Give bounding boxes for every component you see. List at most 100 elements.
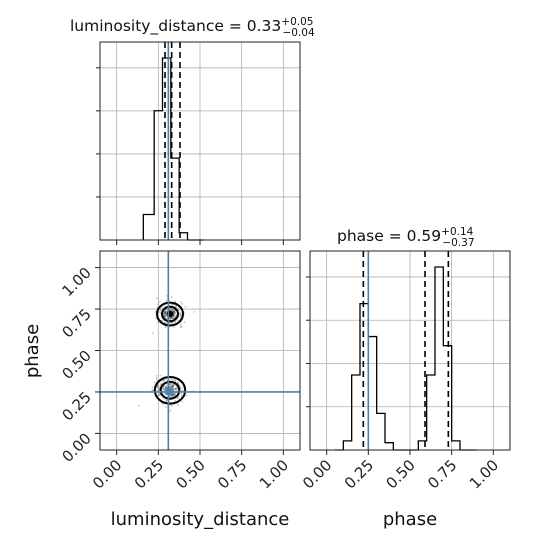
joint-sample-point bbox=[171, 309, 174, 312]
joint-sample-point bbox=[180, 325, 183, 328]
joint-sample-point bbox=[182, 389, 184, 392]
joint-sample-point bbox=[173, 393, 175, 396]
joint-contour-inner bbox=[159, 380, 181, 400]
joint-y-tick-label: 0.50 bbox=[58, 347, 94, 383]
joint-sample-point bbox=[154, 316, 157, 319]
joint-sample-point bbox=[159, 383, 162, 386]
joint-sample-point bbox=[164, 310, 167, 313]
marginal-luminosity-distance-histogram bbox=[142, 57, 205, 241]
joint-sample-point bbox=[170, 307, 172, 310]
joint-sample-point bbox=[185, 394, 188, 397]
joint-sample-point bbox=[174, 305, 177, 308]
joint-sample-point bbox=[164, 385, 167, 388]
joint-sample-point bbox=[163, 315, 166, 317]
joint-sample-point bbox=[181, 303, 183, 305]
joint-sample-point bbox=[164, 310, 167, 313]
joint-sample-point bbox=[173, 316, 176, 319]
joint-contour-outer bbox=[156, 301, 184, 327]
joint-sample-point bbox=[172, 321, 174, 324]
joint-sample-point bbox=[161, 388, 164, 391]
y-axis-label-phase: phase bbox=[22, 324, 43, 378]
joint-sample-point bbox=[174, 311, 177, 314]
joint-sample-point bbox=[169, 317, 172, 320]
joint-y-tick-label: 0.75 bbox=[58, 305, 94, 341]
joint-sample-point bbox=[173, 312, 176, 315]
joint-sample-point bbox=[181, 387, 184, 389]
joint-sample-point bbox=[169, 308, 172, 311]
joint-sample-point bbox=[172, 395, 175, 398]
joint-sample-point bbox=[163, 311, 166, 314]
joint-sample-point bbox=[180, 313, 182, 316]
joint-sample-point bbox=[177, 309, 180, 311]
joint-x-tick-label: 0.00 bbox=[89, 456, 125, 492]
joint-sample-point bbox=[158, 393, 161, 395]
joint-sample-point bbox=[163, 312, 166, 315]
joint-sample-point bbox=[171, 393, 174, 396]
joint-sample-point bbox=[159, 309, 162, 312]
joint-sample-point bbox=[161, 319, 164, 322]
joint-sample-point bbox=[163, 312, 166, 315]
joint-sample-point bbox=[174, 388, 176, 391]
joint-sample-point bbox=[170, 322, 173, 324]
joint-sample-point bbox=[175, 387, 177, 390]
joint-sample-point bbox=[165, 295, 168, 297]
joint-x-tick-label: 1.00 bbox=[256, 456, 292, 492]
joint-sample-point bbox=[173, 321, 176, 324]
joint-sample-point bbox=[159, 308, 162, 311]
joint-sample-point bbox=[164, 310, 167, 313]
joint-sample-point bbox=[172, 310, 175, 313]
joint-sample-point bbox=[184, 305, 187, 308]
joint-sample-point bbox=[159, 374, 162, 377]
joint-sample-point bbox=[177, 404, 180, 406]
joint-x-tick-label: 0.50 bbox=[172, 456, 208, 492]
joint-sample-point bbox=[162, 386, 165, 389]
joint-sample-point bbox=[169, 383, 172, 386]
joint-sample-point bbox=[172, 308, 174, 311]
joint-sample-point bbox=[176, 319, 179, 322]
joint-sample-point bbox=[171, 309, 174, 312]
joint-sample-point bbox=[163, 388, 166, 391]
joint-sample-point bbox=[152, 332, 154, 335]
joint-sample-point bbox=[173, 393, 176, 396]
joint-sample-point bbox=[165, 314, 167, 317]
joint-sample-point bbox=[156, 386, 159, 388]
joint-sample-point bbox=[176, 381, 179, 384]
joint-sample-point bbox=[173, 312, 176, 315]
joint-y-tick-label: 1.00 bbox=[58, 264, 94, 300]
marginal-phase-x-tick-label: 0.00 bbox=[299, 456, 335, 492]
joint-sample-point bbox=[171, 393, 174, 396]
joint-sample-point bbox=[162, 379, 165, 382]
joint-sample-point bbox=[173, 394, 176, 397]
joint-sample-point bbox=[179, 314, 182, 317]
joint-sample-point bbox=[157, 389, 160, 392]
marginal-phase-x-tick-label: 0.75 bbox=[424, 456, 460, 492]
joint-sample-point bbox=[173, 392, 175, 395]
joint-contour-inner bbox=[161, 305, 179, 323]
marginal-luminosity-distance-title: luminosity_distance = 0.33+0.05 −0.04 bbox=[70, 16, 315, 39]
joint-sample-point bbox=[171, 308, 174, 311]
joint-sample-point bbox=[168, 317, 171, 320]
joint-sample-point bbox=[157, 311, 160, 314]
marginal-phase-histogram bbox=[335, 266, 477, 451]
joint-sample-point bbox=[170, 303, 173, 306]
joint-sample-point bbox=[164, 315, 167, 317]
joint-sample-point bbox=[164, 316, 167, 319]
joint-sample-point bbox=[164, 312, 167, 314]
joint-sample-point bbox=[137, 404, 140, 407]
joint-sample-point bbox=[173, 311, 176, 313]
joint-sample-point bbox=[172, 378, 174, 381]
joint-sample-point bbox=[170, 296, 173, 299]
joint-sample-point bbox=[172, 384, 175, 387]
joint-sample-point bbox=[156, 379, 159, 382]
joint-sample-point bbox=[173, 387, 176, 390]
joint-sample-point bbox=[157, 301, 160, 304]
joint-sample-point bbox=[171, 384, 174, 387]
joint-sample-point bbox=[173, 393, 175, 396]
joint-sample-point bbox=[165, 312, 167, 314]
joint-sample-point bbox=[176, 307, 179, 309]
joint-sample-point bbox=[173, 303, 175, 306]
joint-sample-point bbox=[169, 409, 171, 412]
joint-sample-point bbox=[180, 395, 183, 397]
joint-sample-point bbox=[157, 303, 160, 306]
joint-sample-point bbox=[175, 386, 178, 389]
